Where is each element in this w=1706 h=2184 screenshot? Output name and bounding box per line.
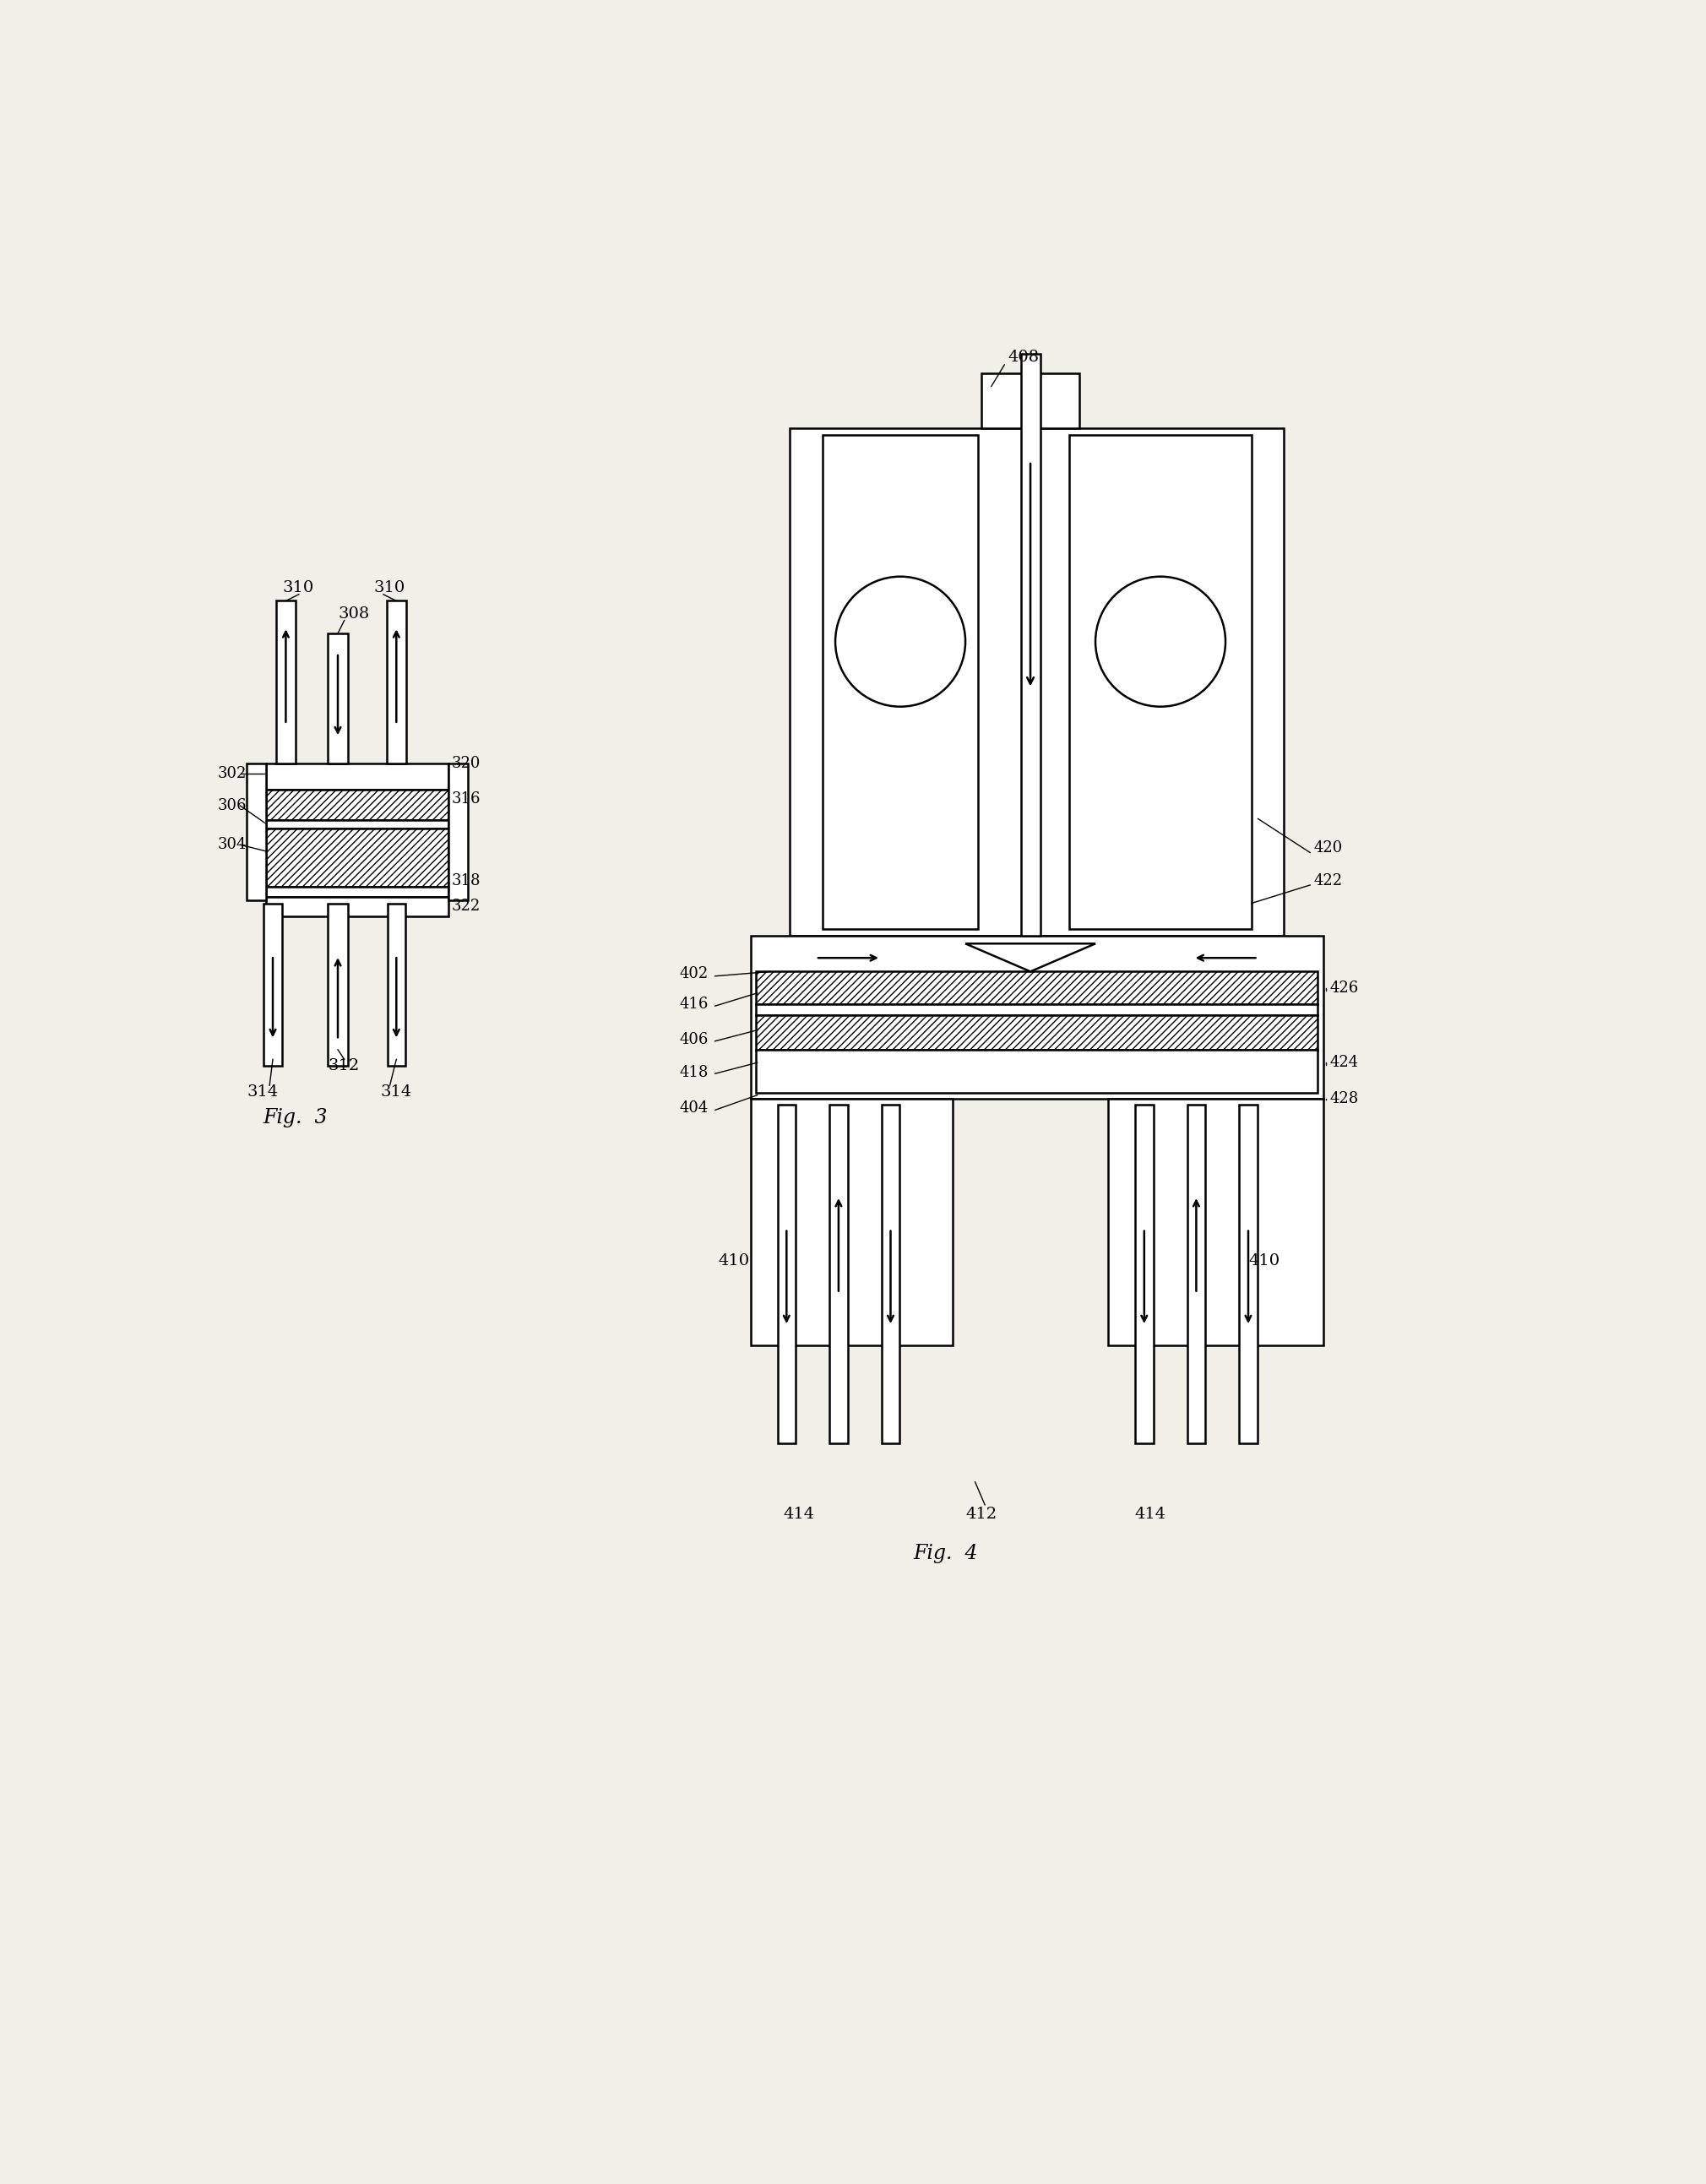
- Bar: [981, 373, 1080, 428]
- Bar: [751, 1099, 952, 1345]
- Bar: [822, 435, 978, 928]
- Text: 322: 322: [452, 900, 481, 915]
- Bar: [1134, 1105, 1153, 1444]
- Text: 412: 412: [966, 1507, 996, 1522]
- Bar: [790, 428, 1285, 935]
- Text: 426: 426: [1329, 981, 1358, 996]
- Bar: [328, 633, 348, 764]
- Bar: [328, 904, 348, 1066]
- Text: Fig.  3: Fig. 3: [263, 1107, 328, 1127]
- Bar: [756, 972, 1317, 1005]
- Bar: [266, 819, 449, 828]
- Bar: [751, 935, 1324, 1099]
- Text: 414: 414: [1134, 1507, 1165, 1522]
- Bar: [266, 788, 449, 819]
- Text: 406: 406: [679, 1033, 708, 1048]
- Text: 318: 318: [452, 874, 481, 889]
- Text: 424: 424: [1329, 1055, 1358, 1070]
- Text: 402: 402: [679, 965, 708, 981]
- Bar: [266, 898, 449, 917]
- Text: 302: 302: [218, 767, 247, 782]
- Bar: [387, 904, 406, 1066]
- Bar: [266, 764, 449, 788]
- Text: 428: 428: [1329, 1090, 1358, 1105]
- Bar: [778, 1105, 795, 1444]
- Text: 308: 308: [338, 607, 368, 622]
- Bar: [829, 1105, 848, 1444]
- Bar: [247, 764, 266, 900]
- Bar: [1109, 1099, 1324, 1345]
- Bar: [1020, 354, 1041, 935]
- Text: 404: 404: [679, 1101, 708, 1116]
- Text: 312: 312: [328, 1059, 360, 1075]
- Text: 316: 316: [452, 791, 481, 806]
- Text: 314: 314: [380, 1083, 411, 1099]
- Bar: [756, 1005, 1317, 1016]
- Bar: [1187, 1105, 1206, 1444]
- Text: 320: 320: [452, 756, 481, 771]
- Text: 310: 310: [374, 581, 404, 596]
- Text: 416: 416: [679, 996, 708, 1011]
- Text: 418: 418: [679, 1066, 708, 1079]
- Text: 310: 310: [283, 581, 314, 596]
- Circle shape: [1095, 577, 1225, 708]
- Text: 306: 306: [218, 797, 247, 812]
- Text: 414: 414: [783, 1507, 815, 1522]
- Text: 314: 314: [247, 1083, 278, 1099]
- Bar: [449, 764, 467, 900]
- Bar: [387, 601, 406, 764]
- Circle shape: [836, 577, 966, 708]
- Polygon shape: [966, 943, 1095, 972]
- Text: Fig.  4: Fig. 4: [913, 1544, 978, 1564]
- Bar: [264, 904, 281, 1066]
- Bar: [882, 1105, 899, 1444]
- Text: 408: 408: [1008, 349, 1039, 365]
- Bar: [1070, 435, 1252, 928]
- Bar: [756, 1051, 1317, 1094]
- Bar: [276, 601, 295, 764]
- Text: 410: 410: [718, 1254, 749, 1269]
- Text: 422: 422: [1314, 874, 1343, 889]
- Bar: [1239, 1105, 1257, 1444]
- Text: 420: 420: [1314, 841, 1343, 856]
- Text: 410: 410: [1249, 1254, 1280, 1269]
- Bar: [266, 828, 449, 887]
- Bar: [266, 887, 449, 898]
- Bar: [756, 1016, 1317, 1051]
- Text: 304: 304: [218, 836, 247, 852]
